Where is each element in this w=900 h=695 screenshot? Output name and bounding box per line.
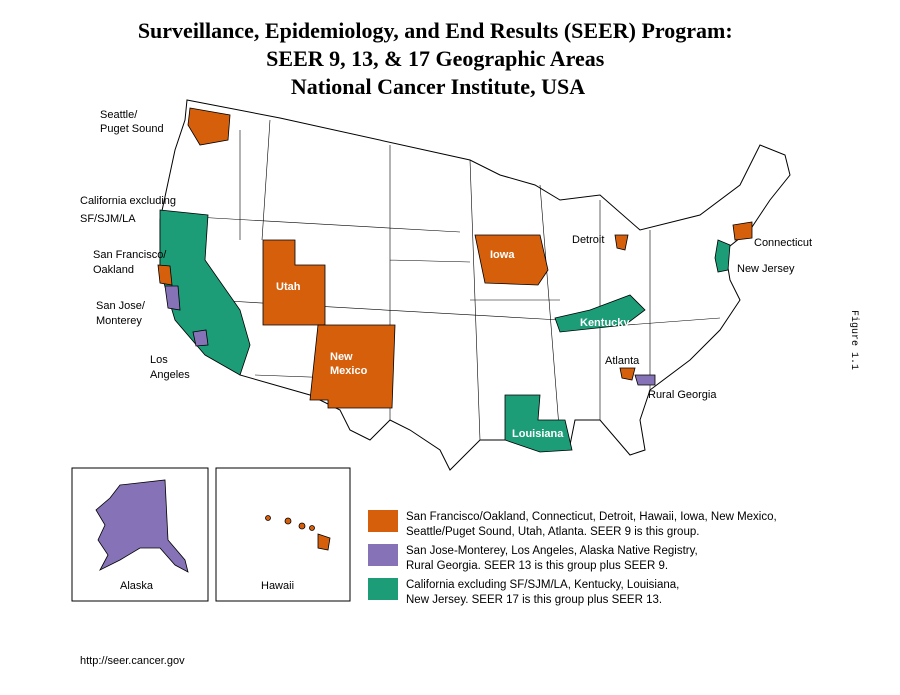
kentucky-area [554, 294, 646, 333]
inset-label: Hawaii [261, 580, 294, 592]
hawaii-island [284, 517, 292, 525]
figure-label: Figure 1.1 [848, 310, 860, 370]
atlanta-area [619, 367, 636, 381]
los-angeles-area [192, 329, 209, 347]
utah-area [262, 239, 326, 326]
legend-line: New Jersey. SEER 17 is this group plus S… [406, 594, 662, 606]
map-labels: Seattle/Puget Sound California excluding… [80, 109, 812, 440]
hawaii-island [298, 522, 306, 530]
legend-line: San Jose-Monterey, Los Angeles, Alaska N… [406, 545, 698, 557]
seattle-area [187, 107, 231, 146]
hawaii-island [317, 533, 331, 551]
legend-line: California excluding SF/SJM/LA, Kentucky… [406, 579, 679, 591]
legend: San Francisco/Oakland, Connecticut, Detr… [368, 510, 777, 606]
legend-swatch [368, 510, 398, 532]
us-outline [159, 99, 791, 471]
hawaii-inset [215, 467, 351, 602]
connecticut-area [732, 221, 753, 241]
louisiana-area [504, 394, 573, 453]
san-jose-area [164, 285, 181, 311]
legend-text: San Jose-Monterey, Los Angeles, Alaska N… [406, 545, 698, 572]
footer-url: http://seer.cancer.gov [80, 655, 185, 667]
title-line: SEER 9, 13, & 17 Geographic Areas [266, 46, 605, 71]
map-label: Kentucky [580, 317, 630, 329]
alaska-inset [71, 467, 209, 602]
sf-oakland-area [157, 264, 173, 286]
title: Surveillance, Epidemiology, and End Resu… [138, 18, 738, 99]
inset-label: Alaska [120, 580, 154, 592]
legend-text: California excluding SF/SJM/LA, Kentucky… [406, 579, 679, 606]
legend-line: Seattle/Puget Sound, Utah, Atlanta. SEER… [406, 526, 699, 538]
rural-georgia-area [634, 374, 656, 386]
map-label: Los Angeles [150, 354, 190, 381]
title-line: National Cancer Institute, USA [291, 74, 585, 99]
title-line: Surveillance, Epidemiology, and End Resu… [138, 18, 733, 43]
hawaii-island [265, 515, 271, 521]
map-label: Connecticut [754, 237, 812, 249]
map-label: Iowa [490, 249, 515, 261]
iowa-area [474, 234, 549, 286]
legend-line: Rural Georgia. SEER 13 is this group plu… [406, 560, 668, 572]
map-label: California excluding SF/SJM/LA [80, 195, 176, 225]
map-label: San Jose/Monterey [96, 300, 146, 327]
legend-text: San Francisco/Oakland, Connecticut, Detr… [406, 511, 777, 538]
map-label: Rural Georgia [648, 389, 717, 401]
map-label: Atlanta [605, 355, 640, 367]
new-mexico-area [309, 324, 396, 409]
detroit-area [614, 234, 629, 251]
map-label: Utah [276, 281, 301, 293]
hawaii-area [265, 515, 331, 551]
map-label: Seattle/Puget Sound [100, 109, 164, 135]
new-jersey-area [714, 239, 731, 273]
legend-swatch [368, 578, 398, 600]
map-label: San Francisco/Oakland [93, 249, 167, 276]
hawaii-island [309, 525, 315, 531]
seer-areas [157, 107, 753, 453]
map-label: New Mexico [330, 351, 368, 377]
legend-swatch [368, 544, 398, 566]
alaska-area [95, 479, 189, 573]
map-label: Louisiana [512, 428, 564, 440]
legend-line: San Francisco/Oakland, Connecticut, Detr… [406, 511, 777, 523]
map-label: New Jersey [737, 263, 795, 275]
map-label: Detroit [572, 234, 604, 246]
